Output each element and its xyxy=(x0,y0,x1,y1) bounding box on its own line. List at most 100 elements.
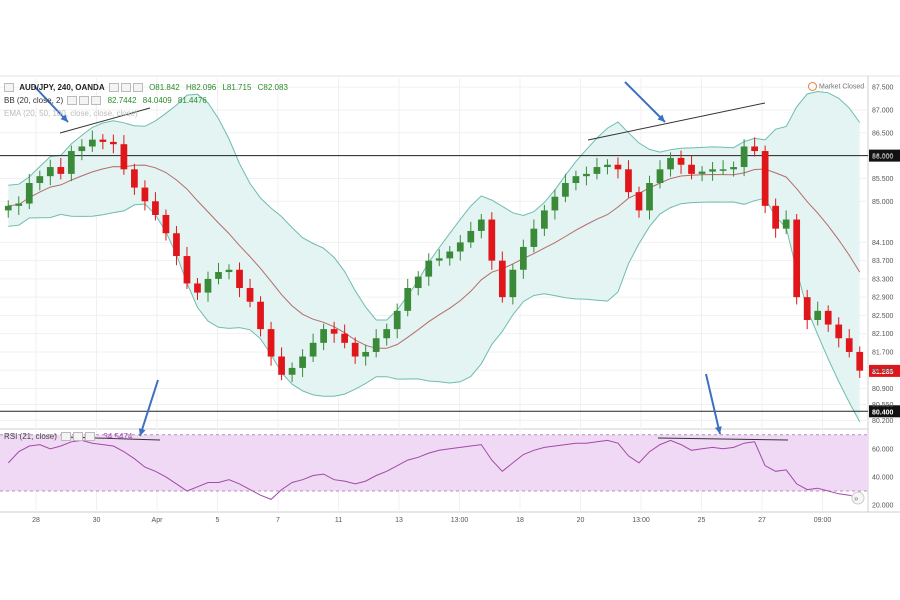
price-tick-label: 82.900 xyxy=(872,295,894,302)
horizontal-levels: 86.000 80.400 81.285 xyxy=(0,149,900,418)
bear-candle xyxy=(99,139,107,142)
x-tick-label: 5 xyxy=(216,517,220,524)
arrow-head xyxy=(138,428,146,436)
settings-icon[interactable] xyxy=(79,96,90,106)
bull-candle xyxy=(25,183,33,204)
bear-candle xyxy=(498,260,506,298)
bear-candle xyxy=(614,164,622,170)
bull-candle xyxy=(393,310,401,330)
price-tick-label: 83.300 xyxy=(872,276,894,283)
rsi-label[interactable]: RSI (21, close) xyxy=(4,432,57,441)
bollinger-band-fill xyxy=(8,91,860,422)
rsi-band-fill xyxy=(0,434,868,491)
arrow-head xyxy=(714,426,722,434)
trendline xyxy=(587,102,766,141)
bollinger-basis-line xyxy=(8,164,861,349)
rsi-value: 34.5474 xyxy=(103,432,133,441)
symbol-label[interactable]: AUD/JPY, 240, OANDA xyxy=(19,83,105,92)
bull-candle xyxy=(78,146,86,152)
bear-candle xyxy=(131,169,138,188)
close-icon[interactable] xyxy=(132,83,143,93)
price-tick-label: 80.900 xyxy=(872,386,894,393)
candlesticks xyxy=(4,130,864,383)
close-icon[interactable] xyxy=(85,432,96,442)
bull-candle xyxy=(509,269,517,298)
price-tick-label: 82.100 xyxy=(872,331,894,338)
bear-candle xyxy=(341,333,349,343)
time-axis: 28 30 Apr 5 7 11 13 13:00 18 20 13:00 25 27 09:00 xyxy=(32,517,831,524)
low-value: L81.715 xyxy=(222,83,252,92)
x-tick-label: 20 xyxy=(577,517,585,524)
bear-candle xyxy=(635,192,643,211)
bb-lower-value: 81.4476 xyxy=(177,96,207,105)
last-price-tag xyxy=(869,364,900,377)
price-tick-label: 82.500 xyxy=(872,313,894,320)
bull-candle xyxy=(719,169,727,171)
rsi-pane xyxy=(0,434,868,500)
price-tick-label: 81.700 xyxy=(872,349,894,356)
price-tick-label: 87.000 xyxy=(872,107,894,114)
price-tick-label: 80.550 xyxy=(872,402,894,409)
bull-candle xyxy=(435,258,443,261)
bull-candle xyxy=(204,278,212,293)
bull-candle xyxy=(814,310,822,320)
bear-candle xyxy=(625,169,632,193)
bull-candle xyxy=(583,173,590,177)
x-tick-label: 13:00 xyxy=(451,517,469,524)
bull-candle xyxy=(67,151,75,174)
bb-label[interactable]: BB (20, close, 2) xyxy=(4,96,64,105)
bear-candle xyxy=(173,233,180,257)
x-tick-label: 30 xyxy=(93,517,101,524)
bull-candle xyxy=(404,288,412,311)
close-value: C82.083 xyxy=(257,83,288,92)
bull-candle xyxy=(667,157,674,170)
level-tag xyxy=(869,149,900,162)
annotations: » xyxy=(33,81,865,505)
collapse-icon[interactable] xyxy=(4,83,14,93)
bear-candle xyxy=(236,269,243,289)
rsi-trendline xyxy=(657,437,789,441)
bull-candle xyxy=(782,219,790,229)
close-icon[interactable] xyxy=(91,96,102,106)
bull-candle xyxy=(709,169,716,172)
bear-candle xyxy=(257,301,264,330)
bull-candle xyxy=(698,171,706,174)
bull-candle xyxy=(372,338,380,352)
rsi-legend: RSI (21, close) 34.5474 xyxy=(4,432,133,442)
bear-candle xyxy=(110,141,117,145)
eye-icon[interactable] xyxy=(61,432,72,442)
bear-candle xyxy=(57,167,65,174)
bear-candle xyxy=(824,310,832,325)
rsi-tick-label: 20.000 xyxy=(872,503,894,510)
bull-candle xyxy=(646,183,653,211)
arrow-head xyxy=(60,114,68,122)
bull-candle xyxy=(604,164,611,168)
bull-candle xyxy=(519,246,527,270)
x-tick-label: 09:00 xyxy=(814,517,832,524)
bear-candle xyxy=(152,201,159,215)
ema-label[interactable]: EMA (20, 50, 100, close, close, close) xyxy=(4,109,138,118)
bollinger-upper-line xyxy=(8,90,861,321)
price-tick-label: 85.000 xyxy=(872,199,894,206)
settings-icon[interactable] xyxy=(73,432,84,442)
bear-candle xyxy=(793,219,801,298)
x-tick-label: 13 xyxy=(395,517,403,524)
level-tag xyxy=(869,405,900,418)
legend-ema-row: EMA (20, 50, 100, close, close, close) xyxy=(4,109,138,118)
bear-candle xyxy=(183,256,191,284)
rsi-axis: 60.000 40.000 20.000 xyxy=(872,446,894,509)
bull-candle xyxy=(309,342,317,357)
scroll-right-icon[interactable] xyxy=(851,491,865,505)
arrow-annotation xyxy=(624,81,666,123)
x-tick-label: 7 xyxy=(276,517,280,524)
bear-candle xyxy=(677,157,685,165)
bb-upper-value: 84.0409 xyxy=(142,96,172,105)
bull-candle xyxy=(383,329,391,339)
rsi-tick-label: 40.000 xyxy=(872,474,894,481)
eye-icon[interactable] xyxy=(67,96,78,106)
price-tick-label: 81.300 xyxy=(872,368,894,375)
eye-icon[interactable] xyxy=(108,83,119,93)
settings-icon[interactable] xyxy=(120,83,131,93)
bear-candle xyxy=(856,351,864,371)
